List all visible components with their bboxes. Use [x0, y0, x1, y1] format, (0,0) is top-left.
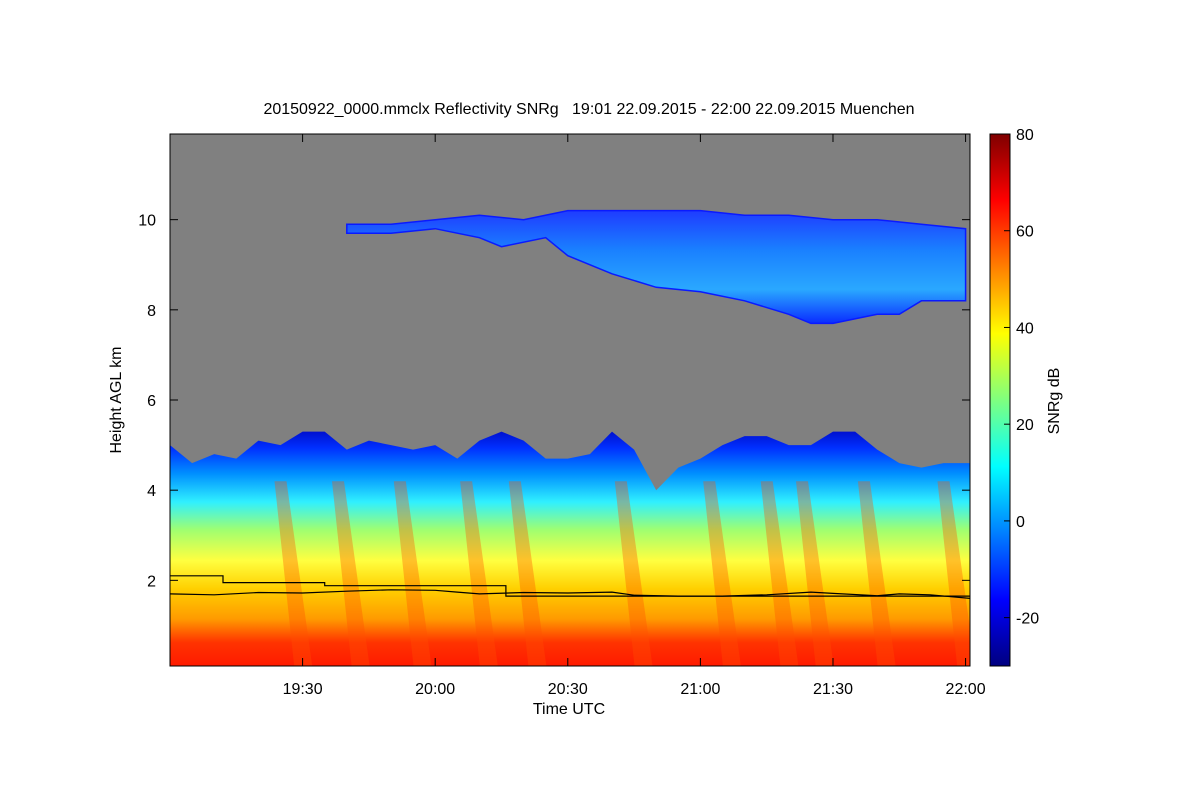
echo-streak	[796, 481, 834, 666]
y-tick-label: 2	[147, 573, 156, 590]
y-axis: 2 4 6 8 10	[138, 213, 970, 590]
y-axis-label: Height AGL km	[108, 346, 125, 453]
low-echo-layer	[170, 431, 970, 666]
echo-streak	[703, 481, 741, 666]
echo-streak	[332, 481, 370, 666]
colorbar-gradient	[989, 133, 1011, 667]
y-tick-label: 4	[147, 483, 156, 500]
y-tick-label: 6	[147, 393, 156, 410]
colorbar-ticks: -20 0 20 40 60 80	[1004, 127, 1039, 628]
x-tick-label: 22:00	[946, 681, 986, 698]
colorbar-tick-label: -20	[1016, 611, 1039, 628]
cirrus-layer	[346, 209, 967, 325]
echo-streak	[857, 481, 896, 666]
echo-streak	[274, 481, 313, 666]
colorbar-tick-label: 20	[1016, 417, 1034, 434]
echo-streak	[760, 481, 799, 666]
echo-streak	[614, 481, 653, 666]
echo-streak	[937, 481, 970, 666]
x-tick-label: 19:30	[283, 681, 323, 698]
colorbar-tick-label: 80	[1016, 127, 1034, 144]
y-tick-label: 8	[147, 303, 156, 320]
colorbar: -20 0 20 40 60 80 SNRg dB	[989, 127, 1063, 667]
x-tick-label: 20:30	[548, 681, 588, 698]
x-axis: 19:30 20:00 20:30 21:00 21:30 22:00	[283, 134, 986, 698]
x-tick-label: 21:00	[680, 681, 720, 698]
x-tick-label: 21:30	[813, 681, 853, 698]
colorbar-label: SNRg dB	[1046, 368, 1063, 435]
colorbar-tick-label: 0	[1016, 514, 1025, 531]
overlay-line-2	[170, 589, 970, 599]
plot-area	[169, 133, 971, 667]
colorbar-tick-label: 60	[1016, 224, 1034, 241]
y-tick-label: 10	[138, 213, 156, 230]
x-axis-label: Time UTC	[533, 701, 605, 718]
overlay-line-1	[170, 575, 970, 597]
echo-streak	[460, 481, 498, 666]
chart-title: 20150922_0000.mmclx Reflectivity SNRg 19…	[263, 101, 914, 118]
echo-streak	[393, 481, 432, 666]
colorbar-tick-label: 40	[1016, 320, 1034, 337]
echo-streak	[508, 481, 547, 666]
x-tick-label: 20:00	[415, 681, 455, 698]
